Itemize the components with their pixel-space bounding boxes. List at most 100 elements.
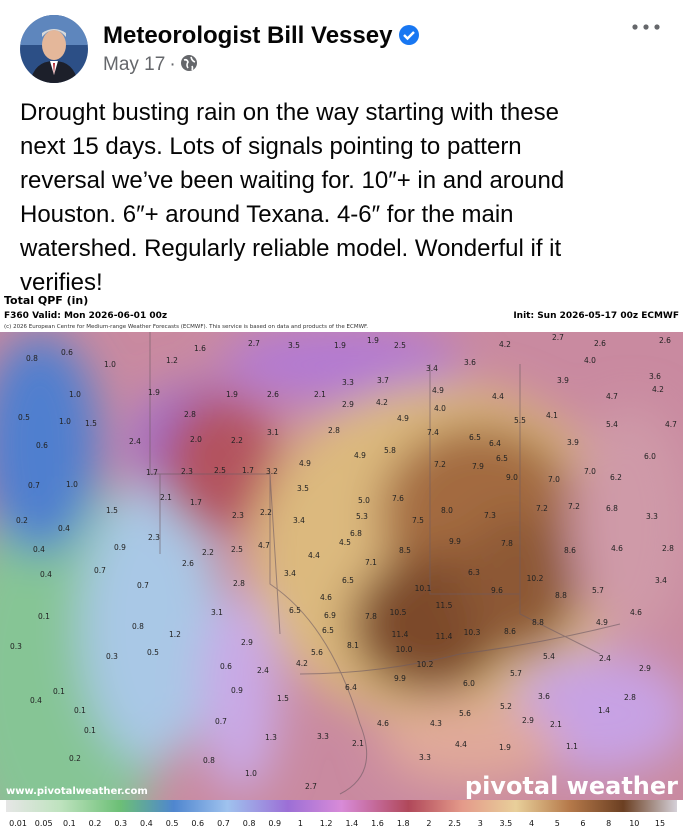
map-value-label: 3.1 [211, 608, 223, 617]
author-name[interactable]: Meteorologist Bill Vessey [103, 22, 393, 49]
map-value-label: 4.7 [258, 541, 270, 550]
meta-separator: · [169, 54, 176, 75]
map-value-label: 8.8 [555, 591, 567, 600]
map-value-label: 10.0 [396, 645, 413, 654]
map-value-label: 6.5 [496, 454, 508, 463]
map-value-label: 4.2 [652, 385, 664, 394]
qpf-map[interactable]: Total QPF (in) F360 Valid: Mon 2026-06-0… [0, 294, 683, 837]
map-value-label: 2.2 [260, 508, 272, 517]
map-value-label: 1.2 [166, 356, 178, 365]
map-value-label: 7.0 [584, 467, 596, 476]
map-value-label: 4.3 [430, 719, 442, 728]
map-value-label: 3.6 [464, 358, 476, 367]
map-value-label: 2.8 [184, 410, 196, 419]
map-value-label: 5.6 [311, 648, 323, 657]
map-value-label: 2.1 [550, 720, 562, 729]
map-value-label: 3.6 [649, 372, 661, 381]
map-value-label: 4.2 [499, 340, 511, 349]
map-value-label: 3.6 [538, 692, 550, 701]
audience-icon [180, 55, 197, 71]
post-line: Drought busting rain on the way starting… [20, 99, 559, 126]
more-options[interactable] [631, 22, 661, 32]
map-value-label: 2.7 [248, 339, 260, 348]
map-value-label: 5.2 [500, 702, 512, 711]
map-value-label: 1.9 [148, 388, 160, 397]
map-value-label: 3.5 [297, 484, 309, 493]
map-value-label: 7.4 [427, 428, 439, 437]
map-value-label: 1.0 [245, 769, 257, 778]
map-value-label: 5.4 [606, 420, 618, 429]
scale-label: 0.7 [217, 819, 230, 828]
post-date[interactable]: May 17 [103, 54, 166, 75]
map-value-label: 7.1 [365, 558, 377, 567]
map-value-label: 2.8 [328, 426, 340, 435]
map-field: 0.8 0.6 1.0 1.2 1.6 2.7 3.5 1.9 1.9 2.5 4.2 2.7 2.6 2… [0, 332, 683, 800]
map-value-label: 1.7 [146, 468, 158, 477]
map-value-label: 5.3 [356, 512, 368, 521]
scale-label: 0.2 [89, 819, 102, 828]
map-value-label: 0.1 [84, 726, 96, 735]
map-value-label: 3.9 [567, 438, 579, 447]
map-value-label: 2.3 [181, 467, 193, 476]
map-value-label: 7.5 [412, 516, 424, 525]
map-value-label: 0.9 [231, 686, 243, 695]
scale-label: 1.2 [320, 819, 333, 828]
scale-label: 5 [555, 819, 560, 828]
scale-label: 0.9 [268, 819, 281, 828]
map-value-label: 3.9 [557, 376, 569, 385]
map-value-label: 8.8 [532, 618, 544, 627]
map-value-label: 10.5 [390, 608, 407, 617]
map-value-label: 4.6 [630, 608, 642, 617]
map-value-label: 2.6 [659, 336, 671, 345]
map-value-label: 3.4 [284, 569, 296, 578]
map-value-label: 0.7 [28, 481, 40, 490]
map-value-label: 4.4 [455, 740, 467, 749]
map-value-label: 0.6 [61, 348, 73, 357]
scale-label: 4 [529, 819, 534, 828]
map-value-label: 4.6 [320, 593, 332, 602]
scale-label: 1.8 [397, 819, 410, 828]
scale-label: 0.4 [140, 819, 153, 828]
map-value-label: 10.1 [415, 584, 432, 593]
map-value-label: 4.6 [611, 544, 623, 553]
map-value-label: 0.7 [137, 581, 149, 590]
map-value-label: 11.4 [436, 632, 453, 641]
map-value-label: 7.3 [484, 511, 496, 520]
map-value-label: 7.2 [434, 460, 446, 469]
map-value-label: 2.9 [342, 400, 354, 409]
post-text: Drought busting rain on the way starting… [20, 96, 564, 300]
map-value-label: 3.4 [293, 516, 305, 525]
map-value-label: 2.9 [522, 716, 534, 725]
map-value-label: 2.7 [305, 782, 317, 791]
map-value-label: 4.9 [596, 618, 608, 627]
map-value-label: 5.6 [459, 709, 471, 718]
map-value-label: 1.5 [85, 419, 97, 428]
scale-label: 0.01 [9, 819, 27, 828]
map-value-label: 2.1 [160, 493, 172, 502]
scale-label: 0.8 [243, 819, 256, 828]
map-value-label: 6.5 [469, 433, 481, 442]
map-value-label: 1.7 [190, 498, 202, 507]
post-meta: May 17 · [103, 54, 198, 76]
map-value-label: 1.3 [265, 733, 277, 742]
map-value-label: 2.1 [352, 739, 364, 748]
map-value-label: 5.7 [592, 586, 604, 595]
map-value-label: 1.9 [367, 336, 379, 345]
map-init: Init: Sun 2026-05-17 00z ECMWF [513, 311, 679, 321]
map-value-label: 4.7 [665, 420, 677, 429]
map-value-label: 6.5 [342, 576, 354, 585]
map-value-label: 3.4 [426, 364, 438, 373]
map-value-label: 1.0 [66, 480, 78, 489]
map-value-label: 1.1 [566, 742, 578, 751]
scale-label: 3 [478, 819, 483, 828]
map-value-label: 8.6 [504, 627, 516, 636]
map-value-label: 7.0 [548, 475, 560, 484]
map-value-label: 6.4 [345, 683, 357, 692]
map-value-label: 2.8 [624, 693, 636, 702]
avatar[interactable] [20, 15, 88, 83]
map-value-label: 10.3 [464, 628, 481, 637]
map-value-label: 0.4 [30, 696, 42, 705]
post-line: Houston. 6″+ around Texana. 4-6″ for the… [20, 201, 514, 228]
post-line: reversal we’ve been waiting for. 10″+ in… [20, 167, 565, 194]
scale-label: 15 [655, 819, 665, 828]
